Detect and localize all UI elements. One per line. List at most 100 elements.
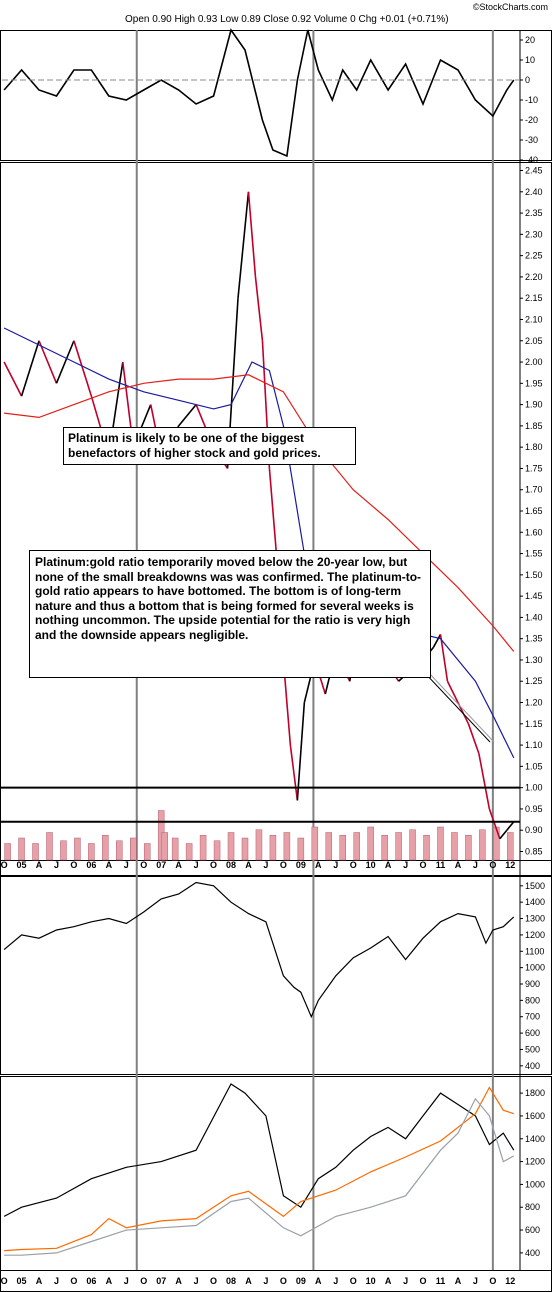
ratio-price-segment-20: [268, 468, 278, 554]
ratio-price-segment-40: [467, 723, 480, 754]
platinum-gold-ratio-y-label-2: 2.35: [525, 208, 543, 218]
x-tick-label-1-7: J: [124, 1276, 129, 1286]
x-tick-label-0-12: O: [210, 860, 217, 870]
annotation-pointer-shadow: [427, 671, 495, 743]
metals-y-label-7: 400: [525, 1248, 540, 1258]
stockcharts-credit: ©StockCharts.com: [473, 2, 548, 12]
volume-bar-27: [367, 826, 374, 861]
x-tick-label-1-8: O: [140, 1276, 147, 1286]
x-tick-label-0-15: J: [263, 860, 268, 870]
x-tick-label-1-2: A: [36, 1276, 43, 1286]
annotation-note-stock-gold: Platinum is likely to be one of the bigg…: [63, 427, 356, 465]
x-tick-label-1-1: 05: [17, 1276, 27, 1286]
volume-bar-10: [143, 843, 151, 861]
annotation-note-ratio: Platinum:gold ratio temporarily moved be…: [29, 550, 431, 678]
stock-index-y-label-10: 500: [525, 1044, 540, 1054]
x-tick-label-0-21: 10: [366, 860, 376, 870]
platinum-gold-ratio-y-label-0: 2.45: [525, 166, 543, 176]
ratio-price-segment-36: [432, 634, 442, 648]
platinum-gold-ratio-y-label-31: 0.90: [525, 825, 543, 835]
ratio-price-segment-5: [73, 340, 93, 397]
x-tick-label-1-29: 12: [505, 1276, 515, 1286]
ratio-price-segment-42: [488, 808, 501, 839]
metals-y-label-3: 1200: [525, 1157, 545, 1167]
ratio-price-segment-16: [237, 191, 250, 299]
volume-bar-34: [465, 835, 472, 861]
x-tick-label-0-0: O: [1, 860, 8, 870]
stock-index-y-label-0: 1500: [525, 881, 545, 891]
x-tick-label-0-10: A: [175, 860, 182, 870]
volume-bar-20: [269, 835, 277, 861]
x-tick-label-0-16: O: [280, 860, 287, 870]
platinum-gold-ratio-y-label-28: 1.05: [525, 761, 543, 771]
x-tick-label-0-11: J: [194, 860, 199, 870]
stock-index-line: [3, 881, 515, 1019]
stock-index-y-label-7: 800: [525, 995, 540, 1005]
volume-bar-13: [171, 837, 179, 861]
x-tick-label-1-4: O: [70, 1276, 77, 1286]
volume-bar-25: [339, 835, 346, 861]
metals-y-label-4: 1000: [525, 1179, 545, 1189]
volume-bar-35: [479, 829, 486, 861]
platinum-gold-ratio-y-label-30: 0.95: [525, 804, 543, 814]
x-tick-label-0-14: A: [245, 860, 252, 870]
platinum-gold-ratio-y-label-17: 1.60: [525, 527, 543, 537]
momentum-y-label-6: -40: [525, 155, 538, 165]
platinum-gold-ratio-y-label-10: 1.95: [525, 378, 543, 388]
x-tick-label-0-29: 12: [505, 860, 515, 870]
stock-index-y-label-8: 700: [525, 1012, 540, 1022]
platinum-gold-ratio-y-label-32: 0.85: [525, 846, 543, 856]
platinum-gold-ratio-y-label-23: 1.30: [525, 655, 543, 665]
platinum-gold-ratio-y-label-11: 1.90: [525, 400, 543, 410]
volume-bar-6: [88, 843, 95, 861]
momentum-line: [3, 28, 515, 158]
volume-bar-19: [255, 829, 263, 861]
x-tick-label-1-10: A: [175, 1276, 182, 1286]
x-tick-label-0-17: 09: [296, 860, 306, 870]
x-tick-label-0-25: 11: [436, 860, 446, 870]
stock-index-y-label-6: 900: [525, 979, 540, 989]
volume-bar-32: [437, 826, 444, 861]
momentum-panel-frame: [0, 30, 552, 161]
ratio-price-segment-23: [289, 744, 299, 801]
ratio-price-segment-37: [439, 634, 449, 682]
x-tick-label-1-27: J: [473, 1276, 478, 1286]
stock-index-y-label-2: 1300: [525, 914, 545, 924]
ratio-price-segment-2: [20, 340, 40, 397]
stock-index-y-label-11: 400: [525, 1061, 540, 1071]
stock-index-y-label-9: 600: [525, 1028, 540, 1038]
x-tick-label-0-8: O: [140, 860, 147, 870]
quote-line: Open 0.90 High 0.93 Low 0.89 Close 0.92 …: [125, 14, 449, 25]
volume-bar-23: [311, 826, 319, 861]
platinum-gold-ratio-y-label-27: 1.10: [525, 740, 543, 750]
volume-bar-15: [199, 835, 207, 861]
volume-bar-30: [409, 829, 416, 861]
ratio-price-segment-4: [55, 340, 75, 384]
x-tick-label-0-7: J: [124, 860, 129, 870]
platinum-gold-ratio-y-label-25: 1.20: [525, 698, 543, 708]
x-tick-label-1-20: O: [350, 1276, 357, 1286]
x-tick-label-1-18: A: [315, 1276, 322, 1286]
volume-bar-3: [46, 832, 53, 861]
x-tick-label-0-18: A: [315, 860, 322, 870]
x-tick-label-1-26: A: [455, 1276, 462, 1286]
x-tick-label-1-22: A: [385, 1276, 392, 1286]
x-tick-label-0-2: A: [36, 860, 43, 870]
horizontal-levels: [0, 79, 520, 823]
volume-bar-26: [353, 832, 360, 861]
ratio-price-segment-17: [247, 191, 257, 277]
momentum-y-label-2: 0: [525, 75, 530, 85]
volume-bar-0: [4, 843, 11, 861]
momentum-y-label-4: -20: [525, 115, 538, 125]
volume-bar-36: [493, 826, 500, 861]
platinum-gold-ratio-panel-frame: [0, 162, 552, 861]
platinum-gold-ratio-y-label-3: 2.30: [525, 229, 543, 239]
x-axis-ticks: O 05 A J O 06 A J O 07 A J O 08 A J O 09 A J O 10 A J O 11 A J O 12O 0…: [1, 860, 516, 1286]
x-tick-label-1-15: J: [263, 1276, 268, 1286]
platinum-gold-ratio-y-label-19: 1.50: [525, 570, 543, 580]
volume-bar-24: [325, 832, 333, 861]
platinum-gold-ratio-y-label-21: 1.40: [525, 612, 543, 622]
x-tick-label-1-11: J: [194, 1276, 199, 1286]
platinum-gold-ratio-y-label-15: 1.70: [525, 485, 543, 495]
volume-bar-8: [116, 840, 123, 861]
